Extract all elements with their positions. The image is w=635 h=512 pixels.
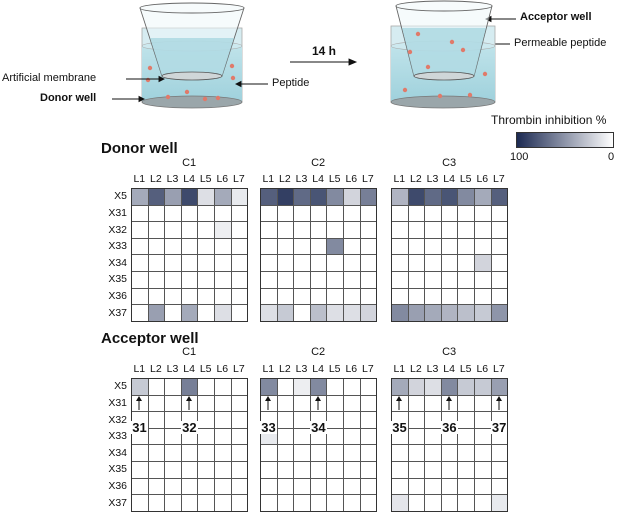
peptide-label: Peptide bbox=[272, 77, 310, 89]
donor-lane-label: L4 bbox=[183, 173, 195, 185]
callout-arrow-icon bbox=[446, 395, 453, 410]
acceptor-lane-label: L2 bbox=[410, 363, 422, 375]
acceptor-lane-label: L6 bbox=[476, 363, 489, 375]
acceptor-lane-label: L4 bbox=[312, 363, 324, 375]
acceptor-group-label: C2 bbox=[311, 346, 326, 358]
donor-lane-label: L5 bbox=[459, 173, 472, 185]
donor-group-label: C1 bbox=[182, 157, 197, 169]
callout-arrow-icon bbox=[186, 395, 193, 410]
donor-lane-label: L6 bbox=[345, 173, 358, 185]
donor-heatmap-c1 bbox=[131, 188, 249, 322]
compound-number-label: 35 bbox=[391, 420, 408, 436]
donor-row-label: X37 bbox=[108, 306, 127, 319]
donor-lane-label: L1 bbox=[393, 173, 406, 185]
donor-well-label: Donor well bbox=[40, 92, 97, 104]
legend-title: Thrombin inhibition % bbox=[491, 113, 607, 127]
donor-lane-label: L4 bbox=[312, 173, 324, 185]
donor-row-label: X34 bbox=[108, 256, 127, 269]
acceptor-row-label: X36 bbox=[108, 479, 127, 492]
donor-lane-label: L7 bbox=[362, 173, 374, 185]
acceptor-lane-label: L3 bbox=[295, 363, 308, 375]
compound-number-label: 37 bbox=[490, 420, 508, 436]
callout-arrow-icon bbox=[495, 395, 502, 410]
donor-lane-label: L6 bbox=[216, 173, 229, 185]
donor-lane-label: L2 bbox=[279, 173, 291, 185]
donor-row-label: X33 bbox=[108, 240, 127, 253]
callout-arrow-icon bbox=[315, 395, 322, 410]
compound-number-label: 32 bbox=[181, 420, 198, 436]
acceptor-insert-cup bbox=[395, 0, 493, 81]
donor-group-label: C3 bbox=[442, 157, 457, 169]
donor-lane-label: L6 bbox=[476, 173, 489, 185]
acceptor-lane-label: L3 bbox=[426, 363, 439, 375]
compound-number-label: 31 bbox=[131, 420, 148, 436]
acceptor-lane-label: L6 bbox=[216, 363, 229, 375]
donor-row-label: X35 bbox=[108, 273, 127, 286]
acceptor-peptide-dots bbox=[402, 31, 488, 99]
acceptor-row-label: X32 bbox=[108, 413, 127, 426]
donor-lane-label: L1 bbox=[262, 173, 275, 185]
donor-row-label: X31 bbox=[108, 206, 127, 219]
acceptor-lane-label: L4 bbox=[183, 363, 195, 375]
donor-lane-label: L2 bbox=[150, 173, 162, 185]
acceptor-group-label: C3 bbox=[442, 346, 457, 358]
compound-number-label: 36 bbox=[441, 420, 458, 436]
acceptor-lane-label: L2 bbox=[279, 363, 291, 375]
acceptor-lane-label: L5 bbox=[328, 363, 341, 375]
incubation-time-label: 14 h bbox=[312, 44, 337, 58]
acceptor-row-label: X33 bbox=[108, 430, 127, 443]
acceptor-section-title: Acceptor well bbox=[101, 330, 199, 347]
acceptor-lane-label: L3 bbox=[166, 363, 179, 375]
donor-heatmap-c2 bbox=[260, 188, 378, 322]
donor-lane-label: L2 bbox=[410, 173, 422, 185]
acceptor-well-label: Acceptor well bbox=[520, 11, 592, 23]
donor-lane-label: L7 bbox=[493, 173, 505, 185]
donor-well-illustration bbox=[112, 0, 516, 109]
donor-heatmap-c3 bbox=[391, 188, 509, 322]
donor-lane-label: L3 bbox=[166, 173, 179, 185]
donor-group-label: C2 bbox=[311, 157, 326, 169]
acceptor-lane-label: L6 bbox=[345, 363, 358, 375]
acceptor-lane-label: L7 bbox=[493, 363, 505, 375]
figure: Artificial membrane Donor well Peptide 1… bbox=[2, 0, 615, 512]
acceptor-lane-label: L7 bbox=[233, 363, 245, 375]
compound-number-label: 34 bbox=[310, 420, 327, 436]
donor-lane-label: L3 bbox=[295, 173, 308, 185]
acceptor-group-label: C1 bbox=[182, 346, 197, 358]
legend-colorbar bbox=[516, 132, 614, 148]
callout-arrow-icon bbox=[396, 395, 403, 410]
donor-lane-label: L7 bbox=[233, 173, 245, 185]
acceptor-row-label: X35 bbox=[108, 463, 127, 476]
acceptor-lane-label: L5 bbox=[459, 363, 472, 375]
acceptor-lane-label: L7 bbox=[362, 363, 374, 375]
legend-min-label: 0 bbox=[608, 151, 615, 163]
donor-section-title: Donor well bbox=[101, 140, 178, 157]
donor-row-label: X36 bbox=[108, 289, 127, 302]
donor-lane-label: L5 bbox=[199, 173, 212, 185]
acceptor-lane-label: L4 bbox=[443, 363, 455, 375]
acceptor-row-label: X5 bbox=[114, 380, 127, 393]
callout-arrow-icon bbox=[136, 395, 143, 410]
acceptor-lane-label: L1 bbox=[133, 363, 146, 375]
donor-lane-label: L1 bbox=[133, 173, 146, 185]
schematic-pointer-lines bbox=[112, 15, 516, 103]
acceptor-row-label: X34 bbox=[108, 446, 127, 459]
callout-arrow-icon bbox=[265, 395, 272, 410]
artificial-membrane-label: Artificial membrane bbox=[2, 72, 97, 84]
acceptor-lane-label: L2 bbox=[150, 363, 162, 375]
donor-row-label: X5 bbox=[114, 190, 127, 203]
permeable-peptide-label: Permeable peptide bbox=[514, 37, 607, 49]
donor-insert-cup bbox=[139, 2, 245, 81]
donor-lane-label: L3 bbox=[426, 173, 439, 185]
acceptor-lane-label: L1 bbox=[393, 363, 406, 375]
acceptor-row-label: X31 bbox=[108, 396, 127, 409]
donor-row-label: X32 bbox=[108, 223, 127, 236]
compound-number-label: 33 bbox=[260, 420, 277, 436]
acceptor-row-label: X37 bbox=[108, 496, 127, 509]
acceptor-lane-label: L1 bbox=[262, 363, 275, 375]
donor-lane-label: L5 bbox=[328, 173, 341, 185]
donor-lane-label: L4 bbox=[443, 173, 455, 185]
acceptor-lane-label: L5 bbox=[199, 363, 212, 375]
legend-max-label: 100 bbox=[510, 151, 529, 163]
